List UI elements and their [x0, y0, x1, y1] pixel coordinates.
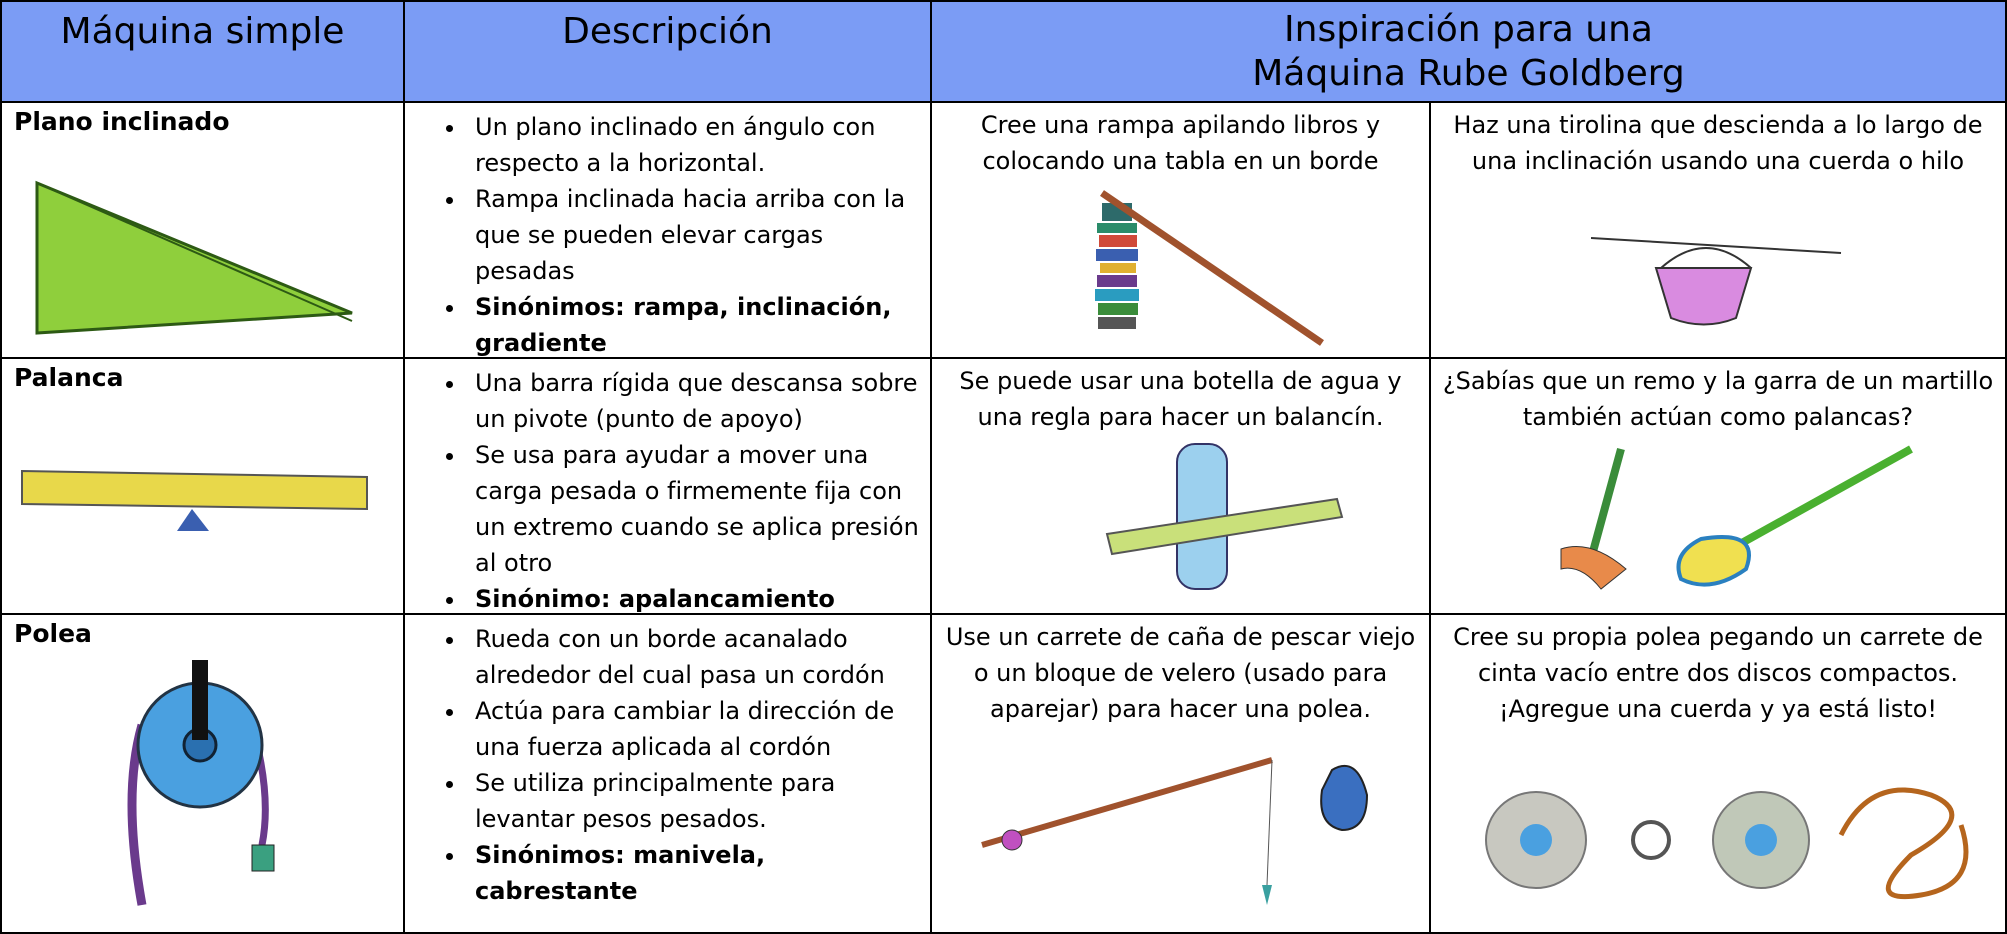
bullet: Una barra rígida que descansa sobre un p… [467, 365, 930, 437]
bullet-list: Rueda con un borde acanalado alrededor d… [405, 621, 930, 909]
fishing-rod-image [981, 757, 1369, 905]
hammer-oar-image [1560, 445, 1913, 590]
header-text: Inspiración para una [1284, 9, 1653, 50]
bullet: Sinónimos: manivela, cabrestante [467, 837, 930, 909]
bullet: Sinónimos: rampa, inclinación, gradiente [467, 289, 930, 357]
bullet: Sinónimo: apalancamiento [467, 581, 930, 613]
seesaw-image [1105, 443, 1344, 590]
cell: Un plano inclinado en ángulo con respect… [405, 103, 932, 359]
cell: Rueda con un borde acanalado alrededor d… [405, 615, 932, 934]
ramp-image [1095, 190, 1324, 346]
idea-text: Se puede usar una botella de agua y una … [959, 367, 1402, 431]
bullet-list: Una barra rígida que descansa sobre un p… [405, 365, 930, 613]
header-cell: Inspiración para una Máquina Rube Goldber… [932, 0, 2007, 103]
idea-text: ¿Sabías que un remo y la garra de un mar… [1442, 367, 1994, 431]
machine-name: Plano inclinado [14, 107, 230, 136]
bullet: Rampa inclinada hacia arriba con la que … [467, 181, 930, 289]
cell: Una barra rígida que descansa sobre un p… [405, 359, 932, 615]
header-cell: Descripción [405, 0, 932, 103]
idea-text: Haz una tirolina que descienda a lo larg… [1453, 111, 1983, 175]
lever-image [21, 469, 368, 531]
cell: Plano inclinado [0, 103, 405, 359]
idea-text: Cree una rampa apilando libros y colocan… [980, 111, 1381, 175]
cd-pulley-image [1485, 787, 1969, 900]
cell: Se puede usar una botella de agua y una … [932, 359, 1431, 615]
bullet: Un plano inclinado en ángulo con respect… [467, 109, 930, 181]
idea-text: Cree su propia polea pegando un carrete … [1453, 623, 1983, 723]
machine-name: Polea [14, 619, 92, 648]
cell: ¿Sabías que un remo y la garra de un mar… [1431, 359, 2007, 615]
cell: Use un carrete de caña de pescar viejo o… [932, 615, 1431, 934]
bullet: Se usa para ayudar a mover una carga pes… [467, 437, 930, 581]
cell: Polea [0, 615, 405, 934]
inclined-plane-image [35, 180, 353, 335]
header-text: Descripción [562, 11, 773, 52]
header-text: Máquina Rube Goldberg [1252, 53, 1685, 94]
cell: Haz una tirolina que descienda a lo larg… [1431, 103, 2007, 359]
header-text: Máquina simple [60, 11, 345, 52]
bullet: Rueda con un borde acanalado alrededor d… [467, 621, 930, 693]
header-cell: Máquina simple [0, 0, 405, 103]
bullet-list: Un plano inclinado en ángulo con respect… [405, 109, 930, 357]
machine-name: Palanca [14, 363, 124, 392]
cell: Cree su propia polea pegando un carrete … [1431, 615, 2007, 934]
zipline-image [1591, 237, 1842, 326]
pulley-image [127, 660, 275, 906]
bullet: Actúa para cambiar la dirección de una f… [467, 693, 930, 765]
idea-text: Use un carrete de caña de pescar viejo o… [945, 623, 1416, 723]
cell: Cree una rampa apilando libros y colocan… [932, 103, 1431, 359]
bullet: Se utiliza principalmente para levantar … [467, 765, 930, 837]
cell: Palanca [0, 359, 405, 615]
